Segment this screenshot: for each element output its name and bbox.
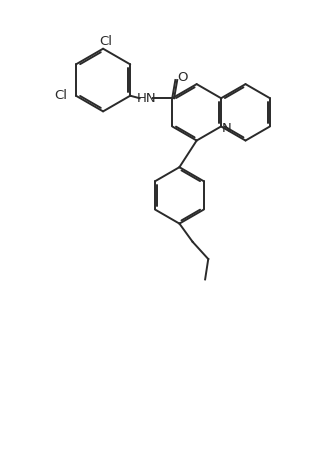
Text: O: O xyxy=(177,71,188,84)
Text: N: N xyxy=(222,123,232,136)
Text: Cl: Cl xyxy=(54,89,67,101)
Text: Cl: Cl xyxy=(99,35,112,48)
Text: HN: HN xyxy=(137,92,156,105)
